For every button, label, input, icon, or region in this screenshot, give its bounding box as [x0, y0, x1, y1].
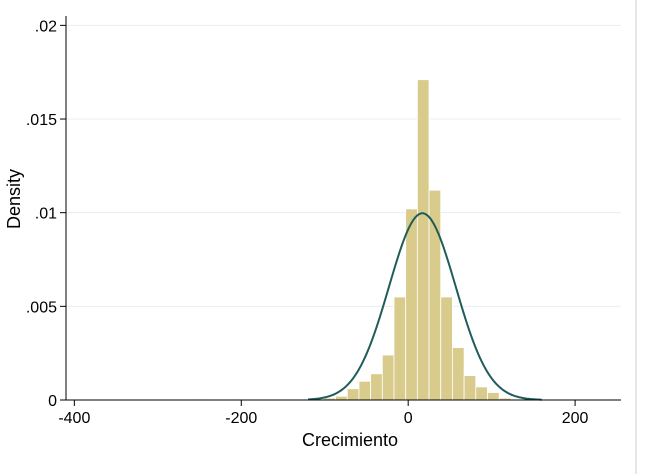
x-tick-label: -200 — [225, 410, 257, 427]
grid-lines — [66, 24, 621, 307]
y-tick-label: 0 — [48, 393, 57, 410]
y-tick-label: .01 — [35, 206, 57, 223]
y-axis-ticks: 0 .005 .01 .015 .02 — [26, 18, 66, 410]
y-tick-label: .005 — [26, 299, 57, 316]
histogram-bar — [335, 395, 348, 401]
histogram-bar — [393, 296, 407, 401]
y-tick-label: .015 — [26, 112, 57, 129]
plot-area — [66, 16, 621, 400]
y-tick-label: .02 — [35, 18, 57, 35]
histogram-bar — [428, 189, 442, 401]
histogram-bar — [405, 208, 418, 401]
histogram-bar — [463, 375, 477, 401]
y-axis-title: Density — [4, 169, 24, 229]
histogram-bar — [416, 79, 430, 401]
x-tick-label: 200 — [562, 410, 589, 427]
x-axis-ticks: -400 -200 0 200 — [58, 400, 589, 427]
histogram-bar — [346, 388, 360, 401]
x-tick-label: 0 — [404, 410, 413, 427]
histogram-bar — [381, 354, 395, 401]
histogram-bar — [452, 347, 465, 401]
histogram-bar — [358, 380, 372, 401]
normal-density-curve — [307, 212, 542, 401]
x-tick-label: -400 — [58, 410, 90, 427]
histogram-bar — [475, 386, 488, 401]
histogram-bar — [440, 296, 453, 401]
histogram-bar — [370, 373, 383, 401]
axes — [65, 16, 621, 401]
histogram-bar — [487, 392, 500, 401]
x-axis-title: Crecimiento — [302, 430, 398, 450]
